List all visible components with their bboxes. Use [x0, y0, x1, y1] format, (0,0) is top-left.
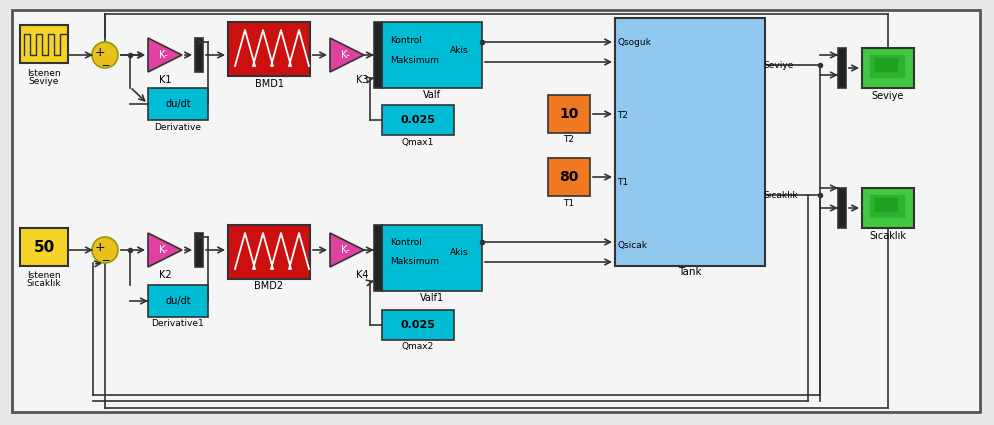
Text: Kontrol: Kontrol	[390, 238, 421, 246]
Text: Qmax1: Qmax1	[402, 138, 433, 147]
Text: K-: K-	[158, 50, 167, 60]
Text: Maksimum: Maksimum	[390, 56, 438, 65]
Bar	[548, 158, 589, 196]
Text: BMD2: BMD2	[254, 281, 283, 291]
Text: du/dt: du/dt	[165, 99, 191, 109]
Bar	[228, 22, 310, 76]
Text: Valf: Valf	[422, 90, 440, 100]
Circle shape	[91, 42, 118, 68]
Text: 0.025: 0.025	[401, 115, 435, 125]
Bar	[20, 25, 68, 63]
Polygon shape	[330, 38, 364, 72]
Bar	[195, 38, 203, 72]
Text: 80: 80	[559, 170, 579, 184]
Text: Istenen: Istenen	[27, 68, 61, 77]
Text: K-: K-	[340, 245, 349, 255]
Text: Maksimum: Maksimum	[390, 258, 438, 266]
Text: T2: T2	[563, 136, 574, 144]
Text: du/dt: du/dt	[165, 296, 191, 306]
Text: Derivative: Derivative	[154, 122, 202, 131]
Text: Akis: Akis	[449, 45, 468, 54]
Polygon shape	[148, 38, 182, 72]
Bar	[374, 225, 382, 291]
Text: Akis: Akis	[449, 247, 468, 257]
Bar	[837, 188, 845, 228]
Bar	[874, 198, 897, 211]
Text: T1: T1	[563, 198, 574, 207]
Text: Seviye: Seviye	[29, 76, 59, 85]
Bar	[20, 228, 68, 266]
Bar	[837, 48, 845, 88]
Text: BMD1: BMD1	[254, 79, 283, 89]
Bar	[228, 225, 310, 279]
Text: K-: K-	[340, 50, 349, 60]
Text: 10: 10	[559, 107, 579, 121]
Bar	[874, 58, 897, 71]
Bar	[382, 310, 453, 340]
Text: Tank: Tank	[678, 267, 701, 277]
Text: 50: 50	[34, 240, 55, 255]
Text: _: _	[101, 54, 108, 66]
Text: _: _	[101, 249, 108, 261]
Text: T1: T1	[616, 178, 627, 187]
Bar	[869, 195, 904, 217]
Text: Seviye: Seviye	[871, 91, 904, 101]
Bar	[148, 88, 208, 120]
Text: +: +	[94, 45, 105, 59]
Text: Sıcaklık: Sıcaklık	[869, 231, 906, 241]
Text: K-: K-	[158, 245, 167, 255]
Text: K1: K1	[159, 75, 171, 85]
Bar	[382, 225, 481, 291]
Text: Istenen: Istenen	[27, 272, 61, 280]
Bar	[148, 285, 208, 317]
Text: 0.025: 0.025	[401, 320, 435, 330]
Text: Derivative1: Derivative1	[151, 320, 204, 329]
Bar	[195, 233, 203, 267]
Text: Qmax2: Qmax2	[402, 343, 433, 351]
Bar	[382, 22, 481, 88]
Text: Kontrol: Kontrol	[390, 36, 421, 45]
Bar	[374, 22, 382, 88]
Text: Valf1: Valf1	[419, 293, 443, 303]
Bar	[861, 48, 913, 88]
Bar	[869, 55, 904, 77]
Text: Sıcaklık: Sıcaklık	[27, 280, 62, 289]
Text: T2: T2	[616, 110, 627, 119]
Text: K2: K2	[158, 270, 171, 280]
Text: K4: K4	[356, 270, 368, 280]
Bar	[614, 18, 764, 266]
Polygon shape	[148, 233, 182, 267]
Bar	[382, 105, 453, 135]
Text: Sıcaklık: Sıcaklık	[762, 190, 797, 199]
Text: Seviye: Seviye	[762, 60, 792, 70]
Bar	[548, 95, 589, 133]
Text: Qsoguk: Qsoguk	[616, 37, 650, 46]
Bar	[861, 188, 913, 228]
Polygon shape	[330, 233, 364, 267]
Text: +: +	[94, 241, 105, 253]
Text: Qsicak: Qsicak	[616, 241, 646, 249]
Circle shape	[91, 237, 118, 263]
Text: K3: K3	[356, 75, 368, 85]
